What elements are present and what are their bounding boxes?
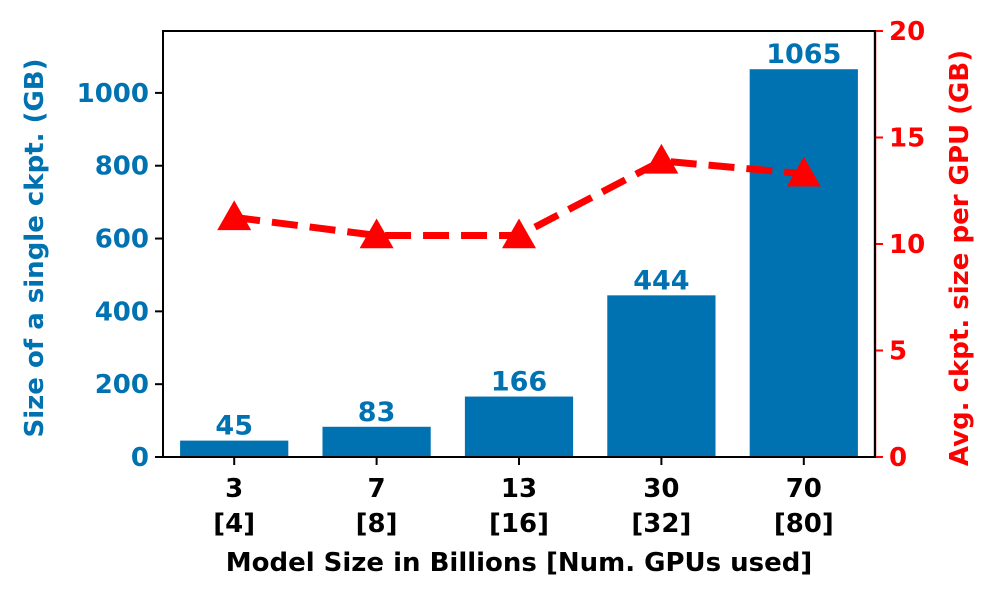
y2-tick-label: 0 [889,443,907,473]
x-tick-sublabel: [80] [774,509,834,539]
line-marker-70 [786,156,821,187]
line-marker-30 [644,143,679,174]
x-tick-sublabel: [32] [631,509,691,539]
x-tick-label: 30 [643,474,679,504]
bar-labels-group: 45 83 166 444 1065 [215,39,841,441]
y-tick-label: 600 [95,225,149,255]
y-tick-label: 200 [95,370,149,400]
left-axis: 0 200 400 600 800 1000 [77,79,163,473]
bar-70 [749,69,858,457]
x-tick-label: 7 [368,474,386,504]
y-tick-label: 0 [131,443,149,473]
plot-frame [162,30,876,458]
bar-7 [322,426,431,457]
y-tick-label: 800 [95,152,149,182]
y-tick-label: 400 [95,297,149,327]
y-tick-label: 1000 [77,79,149,109]
x-axis-title: Model Size in Billions [Num. GPUs used] [226,548,813,578]
x-tick-label: 70 [786,474,822,504]
y2-axis-title: Avg. ckpt. size per GPU (GB) [945,50,975,466]
y2-tick-label: 10 [889,230,925,260]
bar-value-label: 1065 [766,39,841,70]
x-tick-sublabel: [8] [356,509,398,539]
y2-tick-label: 15 [889,124,925,154]
right-axis: 0 5 10 15 20 [873,17,925,473]
x-tick-sublabel: [16] [489,509,549,539]
bar-13 [464,396,574,457]
x-axis: 3 [4] 7 [8] 13 [16] 30 [32] 70 [80] [213,457,834,539]
x-tick-label: 3 [225,474,243,504]
line-marker-13 [502,218,536,249]
line-series-group [217,143,821,249]
x-tick-label: 13 [501,474,537,504]
bar-3 [180,440,289,457]
bar-value-label: 83 [358,397,396,428]
x-tick-sublabel: [4] [213,509,255,539]
bar-value-label: 444 [633,265,689,296]
bar-value-label: 45 [215,411,253,442]
line-marker-7 [359,218,394,249]
bars-group [180,69,858,457]
bar-value-label: 166 [491,367,547,398]
y2-tick-label: 5 [889,337,907,367]
bar-30 [607,295,716,457]
y2-tick-label: 20 [889,17,925,47]
y-axis-title: Size of a single ckpt. (GB) [20,59,50,438]
line-marker-3 [217,200,252,231]
